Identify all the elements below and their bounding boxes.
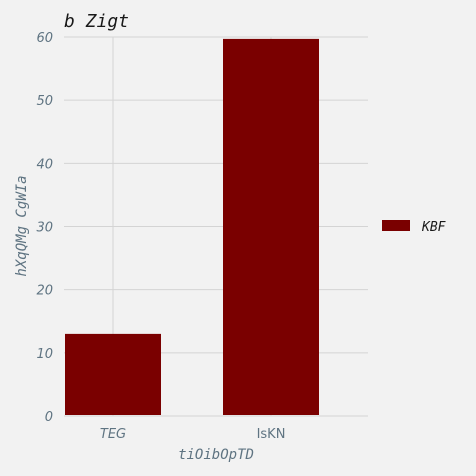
bar-teg [65, 333, 161, 415]
x-tick-label: TEG [100, 427, 126, 442]
x-tick-labels: TEG IsKN [100, 427, 286, 442]
y-axis-label: hXqQMg CgWIa [14, 175, 30, 276]
x-tick-label: IsKN [257, 427, 286, 442]
y-tick-label: 10 [36, 347, 53, 362]
y-tick-labels: 0 10 20 30 40 50 60 [36, 31, 53, 425]
bar-iskn [223, 38, 319, 416]
y-tick-label: 50 [36, 94, 53, 109]
y-tick-label: 60 [36, 31, 53, 46]
legend-label-kbf: KBF [421, 220, 447, 235]
bar-layer [65, 38, 319, 416]
x-axis-label: tiOibOpTD [178, 447, 254, 463]
y-tick-label: 30 [36, 221, 53, 236]
y-tick-label: 20 [36, 284, 53, 299]
y-tick-label: 40 [36, 157, 53, 172]
legend: KBF [382, 220, 447, 235]
y-tick-label: 0 [45, 410, 53, 425]
chart-title: b Zigt [64, 11, 129, 32]
legend-swatch-kbf [382, 220, 410, 231]
